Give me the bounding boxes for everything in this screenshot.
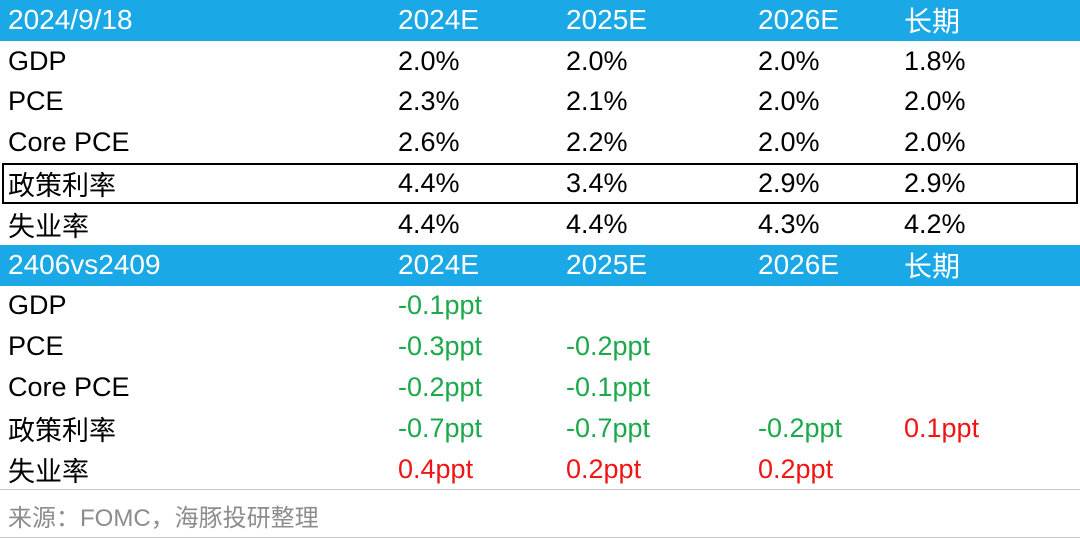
table-cell: 2.1% [566,82,628,123]
table-cell: -0.1ppt [566,367,650,408]
source-note: 来源：FOMC，海豚投研整理 [8,498,319,533]
table-cell: -0.2ppt [758,408,842,449]
table1-row-gdp: GDP 2.0% 2.0% 2.0% 1.8% [0,41,1080,82]
table-cell: -0.3ppt [398,326,482,367]
table-cell: -0.2ppt [566,326,650,367]
table1-row-unemployment: 失业率 4.4% 4.4% 4.3% 4.2% [0,204,1080,245]
table-cell: 1.8% [904,41,966,82]
table2-header-longrun: 长期 [904,245,960,286]
table2-row-policy-rate: 政策利率 -0.7ppt -0.7ppt -0.2ppt 0.1ppt [0,408,1080,449]
row-label: 失业率 [8,204,89,245]
table-cell: -0.2ppt [398,367,482,408]
table-cell: 4.4% [566,204,628,245]
table1-header-date: 2024/9/18 [8,0,133,41]
table-cell: 2.0% [904,82,966,123]
table2-header-row: 2406vs2409 2024E 2025E 2026E 长期 [0,245,1080,286]
table1-row-policy-rate: 政策利率 4.4% 3.4% 2.9% 2.9% [2,163,1078,204]
table-cell: 0.2ppt [758,449,833,490]
table-cell: -0.7ppt [398,408,482,449]
table-cell: 0.4ppt [398,449,473,490]
source-footer: 来源：FOMC，海豚投研整理 [0,489,1080,538]
table-cell: 2.9% [758,163,820,204]
row-label: PCE [8,326,64,367]
table2-row-pce: PCE -0.3ppt -0.2ppt [0,326,1080,367]
table1-header-2026e: 2026E [758,0,839,41]
table-cell: 2.9% [904,163,966,204]
row-label: 失业率 [8,449,89,490]
forecast-table: 2024/9/18 2024E 2025E 2026E 长期 GDP 2.0% … [0,0,1080,490]
table-cell: 4.4% [398,163,460,204]
table1-header-2024e: 2024E [398,0,479,41]
table-cell: 2.0% [904,122,966,163]
row-label: GDP [8,41,67,82]
table-cell: 4.3% [758,204,820,245]
table-cell: 2.0% [758,41,820,82]
row-label: 政策利率 [8,408,116,449]
row-label: Core PCE [8,122,130,163]
table2-row-unemployment: 失业率 0.4ppt 0.2ppt 0.2ppt [0,449,1080,490]
table-cell: 2.6% [398,122,460,163]
table-cell: 2.0% [566,41,628,82]
table2-row-gdp: GDP -0.1ppt [0,286,1080,327]
table1-header-longrun: 长期 [904,0,960,41]
table-cell: 3.4% [566,163,628,204]
table-cell: -0.7ppt [566,408,650,449]
table2-header-2026e: 2026E [758,245,839,286]
table-cell: 2.3% [398,82,460,123]
table1-row-pce: PCE 2.3% 2.1% 2.0% 2.0% [0,82,1080,123]
table2-header-2025e: 2025E [566,245,647,286]
table-cell: 2.0% [758,122,820,163]
table1-header-2025e: 2025E [566,0,647,41]
table-cell: 2.0% [398,41,460,82]
table-cell: 4.2% [904,204,966,245]
table2-header-comparison: 2406vs2409 [8,245,161,286]
table-cell: 2.2% [566,122,628,163]
table1-row-core-pce: Core PCE 2.6% 2.2% 2.0% 2.0% [0,122,1080,163]
row-label: 政策利率 [8,163,116,204]
row-label: GDP [8,286,67,327]
table-cell: 2.0% [758,82,820,123]
table1-header-row: 2024/9/18 2024E 2025E 2026E 长期 [0,0,1080,41]
table-cell: 4.4% [398,204,460,245]
row-label: PCE [8,82,64,123]
table2-row-core-pce: Core PCE -0.2ppt -0.1ppt [0,367,1080,408]
row-label: Core PCE [8,367,130,408]
table2-header-2024e: 2024E [398,245,479,286]
table-cell: 0.1ppt [904,408,979,449]
table-cell: 0.2ppt [566,449,641,490]
table-cell: -0.1ppt [398,286,482,327]
